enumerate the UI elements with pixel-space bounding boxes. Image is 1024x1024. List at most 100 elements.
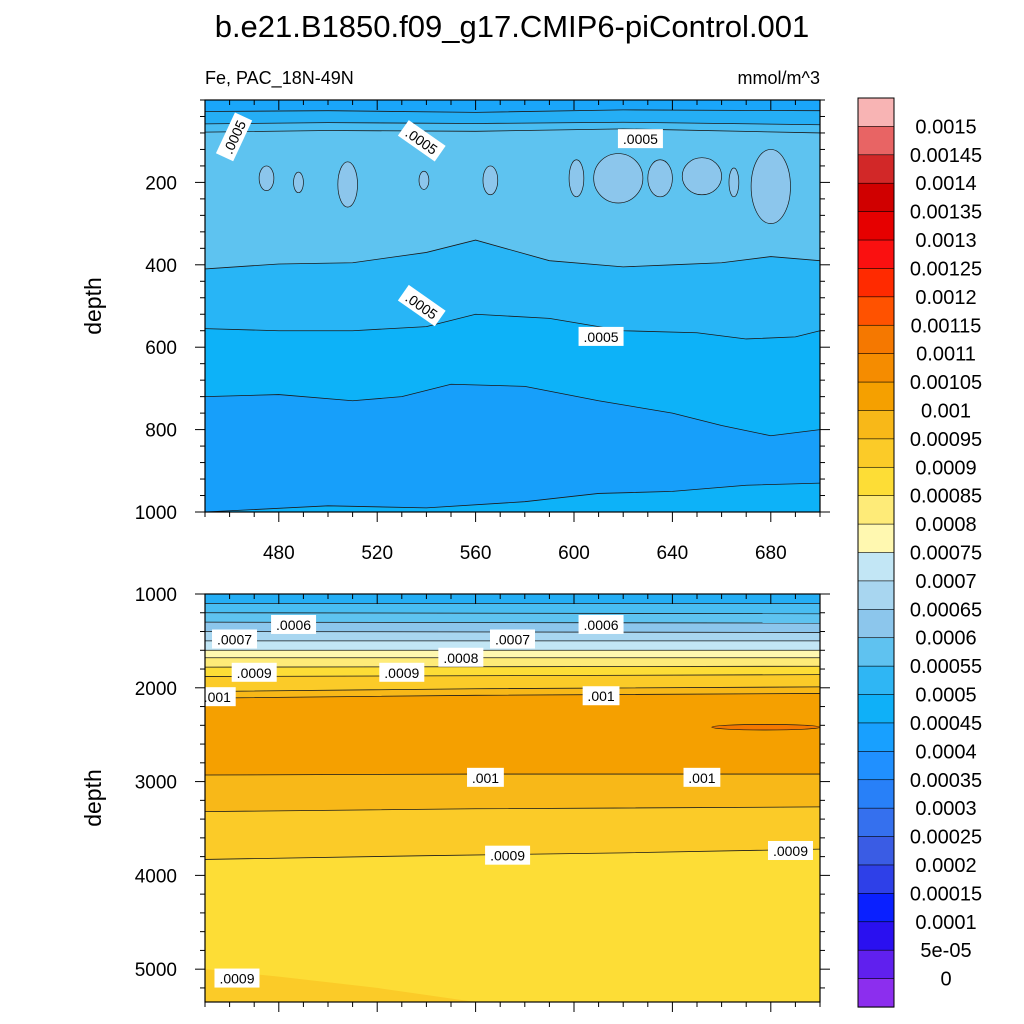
- contour-label: .0006: [578, 614, 624, 634]
- contour-band: [205, 657, 820, 668]
- colorbar-label: 0.0011: [916, 344, 976, 366]
- contour-band: [205, 806, 820, 860]
- colorbar-swatch: [857, 580, 895, 610]
- colorbar-swatch: [857, 126, 895, 156]
- colorbar-label: 0.0001: [915, 912, 976, 934]
- colorbar-label: 0.0012: [915, 287, 976, 309]
- colorbar-label: 0.0013: [915, 230, 976, 252]
- contour-label: .0009: [379, 662, 425, 682]
- contour-label-text: .0008: [443, 650, 478, 666]
- y-tick-label: 1000: [135, 503, 177, 524]
- y-tick-label: 5000: [135, 960, 177, 981]
- contour-line: [205, 806, 820, 812]
- contour-band: [205, 240, 820, 339]
- contour-patch: [293, 171, 304, 194]
- x-tick-label: 560: [460, 543, 492, 564]
- contour-label-text: .0006: [584, 617, 619, 633]
- colorbar-label: 0.0014: [915, 173, 976, 195]
- contour-label-text: .0009: [490, 848, 525, 864]
- colorbar-label: 0.00105: [910, 372, 982, 394]
- contour-band: [205, 594, 820, 604]
- contour-label: .0007: [212, 629, 258, 649]
- colorbar-swatch: [857, 296, 895, 326]
- colorbar-swatch: [857, 495, 895, 525]
- colorbar-swatch: [857, 438, 895, 468]
- contour-label: .001: [582, 686, 620, 706]
- contour-label: .0006: [271, 614, 317, 634]
- colorbar-swatch: [857, 353, 895, 383]
- contour-label-text: .0007: [217, 631, 252, 647]
- contour-label: .001: [467, 767, 504, 787]
- contour-band: [205, 969, 476, 1002]
- contour-patch: [728, 167, 740, 198]
- y-axis-label: depth: [80, 769, 106, 827]
- colorbar-label: 0: [940, 969, 951, 991]
- contour-line: [205, 383, 820, 437]
- contour-line: [205, 128, 820, 134]
- plot-frame: [204, 593, 821, 1003]
- contour-band: [205, 612, 820, 624]
- y-tick-label: 600: [145, 338, 177, 359]
- colorbar-swatch: [857, 154, 895, 184]
- contour-label-text: .0005: [584, 329, 619, 345]
- contour-label-text: .001: [204, 689, 231, 705]
- colorbar-swatch: [857, 381, 895, 412]
- contour-line: [205, 693, 820, 699]
- plot-frame: [204, 99, 821, 513]
- contour-label: .0007: [490, 629, 535, 649]
- colorbar-swatch: [857, 552, 895, 582]
- colorbar-label: 0.0003: [915, 798, 976, 820]
- contour-patch: [750, 149, 791, 224]
- contour-line: [205, 665, 820, 668]
- colorbar-swatch: [857, 211, 895, 241]
- contour-label: .0009: [767, 840, 813, 860]
- contour-patch: [418, 170, 430, 190]
- contour-label: .0005: [578, 326, 624, 346]
- contour-band: [205, 603, 820, 614]
- contour-patch: [647, 159, 673, 198]
- contour-band: [205, 314, 820, 436]
- colorbar-frame: [857, 97, 895, 1008]
- colorbar-swatch: [857, 751, 895, 781]
- colorbar-label: 0.0007: [915, 571, 976, 593]
- x-tick-label: 600: [558, 543, 590, 564]
- colorbar-swatch: [857, 637, 895, 667]
- colorbar-swatch: [857, 836, 895, 866]
- colorbar-label: 0.0006: [915, 628, 976, 650]
- colorbar-swatch: [857, 609, 895, 639]
- figure-title: b.e21.B1850.f09_g17.CMIP6-piControl.001: [215, 9, 810, 44]
- colorbar-label: 5e-05: [920, 940, 971, 962]
- contour-line: [205, 109, 820, 113]
- contour-label-text: .001: [688, 770, 715, 786]
- colorbar-swatch: [857, 97, 895, 128]
- contour-label-text: .0009: [384, 665, 419, 681]
- contour-band: [205, 774, 820, 812]
- contour-label-text: .0009: [237, 665, 272, 681]
- contour-line: [205, 121, 820, 126]
- colorbar-swatch: [857, 893, 895, 923]
- colorbar-label: 0.0002: [915, 855, 976, 877]
- colorbar-swatch: [857, 268, 895, 298]
- colorbar-label: 0.0015: [915, 116, 976, 138]
- contour-label-text: .001: [472, 770, 499, 786]
- colorbar-label: 0.00125: [910, 258, 982, 280]
- y-tick-label: 4000: [135, 866, 177, 887]
- contour-patch: [482, 165, 499, 196]
- contour-band: [205, 650, 820, 658]
- x-tick-label: 480: [263, 543, 295, 564]
- colorbar-swatch: [857, 182, 895, 213]
- contour-line: [205, 313, 820, 340]
- x-tick-label: 680: [755, 543, 787, 564]
- colorbar-swatch: [857, 694, 895, 724]
- contour-band: [205, 128, 820, 269]
- contour-patch: [258, 165, 275, 191]
- contour-label-text: .0009: [773, 843, 808, 859]
- contour-line: [205, 482, 820, 512]
- contour-band: [205, 109, 820, 125]
- colorbar-swatch: [857, 864, 895, 894]
- colorbar-swatch: [857, 779, 895, 809]
- contour-label: .0005: [617, 129, 663, 149]
- contour-band: [205, 693, 820, 776]
